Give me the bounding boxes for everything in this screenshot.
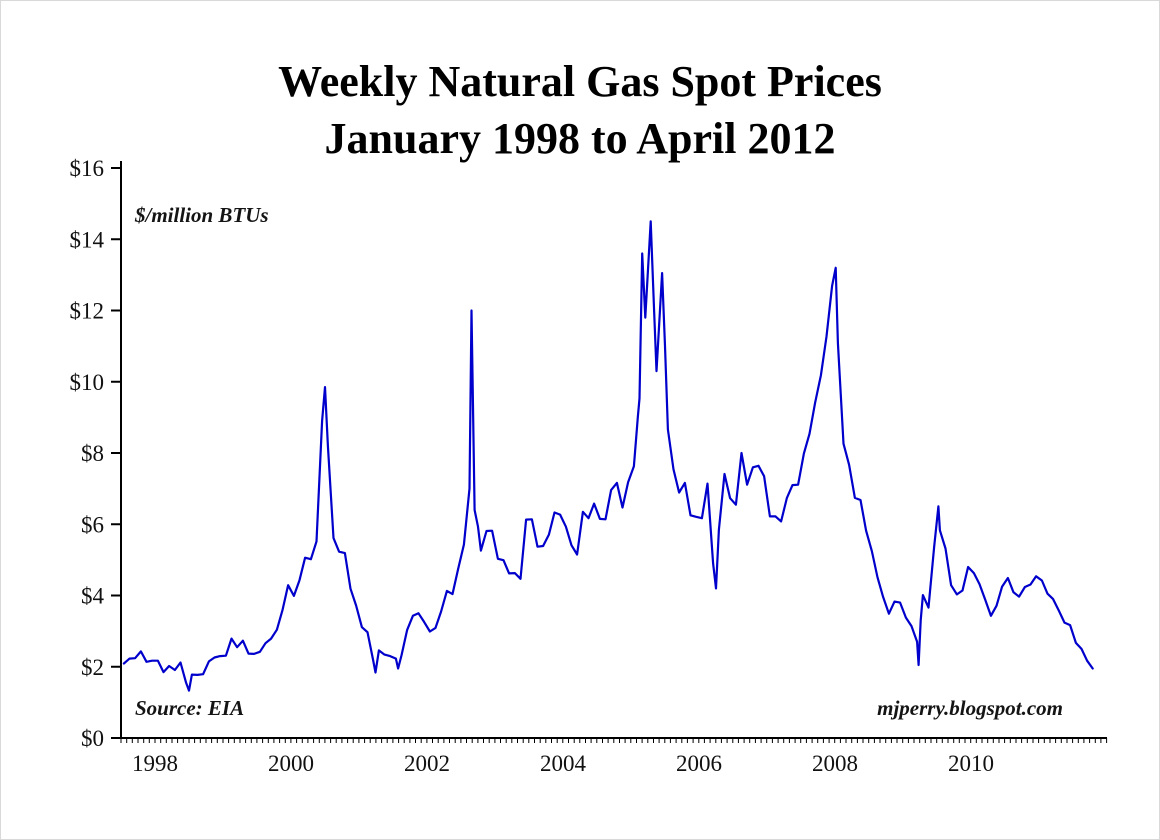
y-tick-label: $4 <box>81 584 105 609</box>
chart-title: Weekly Natural Gas Spot Prices <box>278 57 882 106</box>
units-label: $/million BTUs <box>135 203 269 227</box>
y-tick-label: $16 <box>70 156 105 181</box>
y-tick-label: $10 <box>70 370 105 395</box>
y-tick-label: $2 <box>81 655 104 680</box>
price-line <box>122 220 1094 692</box>
x-tick-label: 2006 <box>676 751 722 776</box>
y-tick-label: $14 <box>70 227 105 252</box>
y-tick-label: $8 <box>81 441 104 466</box>
x-tick-label: 2010 <box>948 751 994 776</box>
x-tick-label: 1998 <box>132 751 178 776</box>
x-tick-label: 2000 <box>268 751 314 776</box>
source-label: Source: EIA <box>135 696 245 720</box>
chart-subtitle: January 1998 to April 2012 <box>324 114 836 163</box>
y-tick-label: $6 <box>81 512 104 537</box>
y-tick-label: $12 <box>70 299 105 324</box>
x-tick-label: 2004 <box>540 751 587 776</box>
credit-label: mjperry.blogspot.com <box>877 696 1063 720</box>
y-tick-label: $0 <box>81 726 104 751</box>
chart-title-block: Weekly Natural Gas Spot Prices January 1… <box>1 53 1159 167</box>
x-tick-label: 2002 <box>404 751 450 776</box>
x-tick-label: 2008 <box>812 751 858 776</box>
